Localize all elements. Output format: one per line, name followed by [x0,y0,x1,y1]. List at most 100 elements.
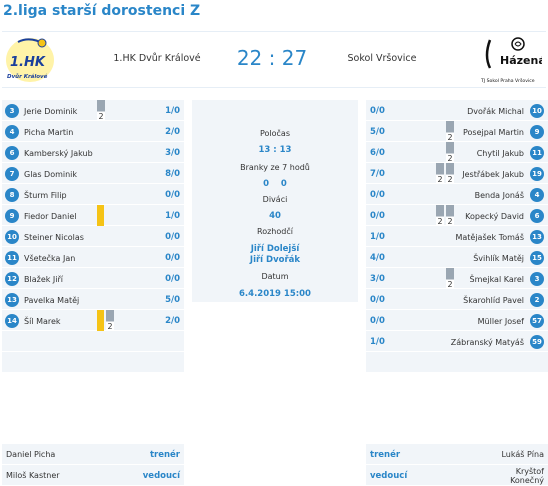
jersey-number-badge: 3 [5,104,19,118]
home-team-name[interactable]: 1.HK Dvůr Králové [113,53,201,64]
penalty-cards: 2 [97,310,114,331]
player-name[interactable]: Kopecký David [465,211,524,221]
jersey-number-badge: 13 [530,230,544,244]
player-name[interactable]: Kamberský Jakub [24,148,93,158]
player-row: 12 Blažek Jiří 0/0 [2,268,184,288]
player-goals: 0/0 [370,295,385,305]
player-goals: 0/0 [165,232,180,242]
player-name[interactable]: Matějašek Tomáš [455,232,524,242]
player-name[interactable]: Pavelka Matěj [24,295,80,305]
away-staff-row: trenér Lukáš Pína [366,444,548,464]
suspension-icon: 2 [446,205,454,226]
suspension-icon: 2 [446,142,454,163]
halftime-label: Poločas [259,129,291,138]
player-row: 8 Šturm Filip 0/0 [2,184,184,204]
jersey-number-badge: 11 [530,146,544,160]
empty-row [366,352,548,372]
home-logo-text: 1.HK [10,55,46,70]
suspension-icon: 2 [446,163,454,184]
jersey-number-badge: 4 [530,188,544,202]
suspension-minutes: 2 [437,175,443,184]
player-row: 2 Škarohlíd Pavel 0/0 [366,289,548,309]
player-name[interactable]: Šmejkal Karel [469,274,524,284]
player-goals: 4/0 [370,253,385,263]
home-staff-row: Miloš Kastner vedoucí [2,465,184,485]
player-row: 13 Pavelka Matěj 5/0 [2,289,184,309]
away-logo-subtext: TJ Sokol Praha Vršovice [480,77,535,84]
jersey-number-badge: 6 [530,209,544,223]
away-logo-text: Házená [500,54,542,67]
player-goals: 0/0 [370,316,385,326]
player-row: 11 Všetečka Jan 0/0 [2,247,184,267]
yellow-card-icon [97,310,104,331]
player-goals: 8/0 [165,169,180,179]
away-team-name[interactable]: Sokol Vršovice [347,53,417,64]
player-name[interactable]: Chytil Jakub [476,148,524,158]
player-name[interactable]: Picha Martin [24,127,74,137]
match-info-panel: Poločas 13 : 13 Branky ze 7 hodů 0 0 Div… [192,100,358,302]
suspension-icon: 2 [446,121,454,142]
player-row: 7 Glas Dominik 8/0 [2,163,184,183]
player-goals: 1/0 [370,232,385,242]
player-row: 13 Matějašek Tomáš 1/0 [366,226,548,246]
player-goals: 0/0 [370,211,385,221]
player-name[interactable]: Blažek Jiří [24,274,64,284]
jersey-number-badge: 13 [5,293,19,307]
away-coach-role: trenér [370,450,401,460]
jersey-number-badge: 10 [5,230,19,244]
player-name[interactable]: Šturm Filip [24,190,67,200]
jersey-number-badge: 19 [530,167,544,181]
player-goals: 2/0 [165,127,180,137]
suspension-icon: 2 [106,310,114,331]
player-goals: 5/0 [370,127,385,137]
player-name[interactable]: Jerie Dominik [24,106,78,116]
suspension-icon: 2 [446,268,454,289]
player-row: 4 Benda Jonáš 0/0 [366,184,548,204]
suspension-minutes: 2 [447,280,453,289]
sevens-home: 0 [263,179,270,189]
player-row: 4 Picha Martin 2/0 [2,121,184,141]
home-roster: 3 Jerie Dominik 1/0 2 4 Picha Martin 2/0 6 Kambe… [2,100,184,373]
jersey-number-badge: 10 [530,104,544,118]
player-row: 11 Chytil Jakub 6/0 2 [366,142,548,163]
player-goals: 5/0 [165,295,180,305]
away-team-logo: Házená TJ Sokol Praha Vršovice [480,37,542,84]
player-name[interactable]: Šíl Marek [24,316,61,326]
referee-1[interactable]: Jiří Dolejší [250,244,300,254]
player-name[interactable]: Dvořák Michal [467,106,524,116]
penalty-cards: 2 [446,121,454,142]
jersey-number-badge: 59 [530,335,544,349]
player-name[interactable]: Jestřábek Jakub [462,169,524,179]
player-row: 10 Steiner Nicolas 0/0 [2,226,184,246]
referee-2[interactable]: Jiří Dvořák [249,255,301,265]
player-name[interactable]: Müller Josef [477,316,524,326]
suspension-minutes: 2 [447,217,453,226]
sevens-label: Branky ze 7 hodů [240,163,310,172]
player-row: 19 Jestřábek Jakub 7/0 2 2 [366,163,548,184]
suspension-minutes: 2 [447,133,453,142]
player-name[interactable]: Steiner Nicolas [24,232,84,242]
player-name[interactable]: Glas Dominik [24,169,78,179]
suspension-icon: 2 [436,205,444,226]
player-name[interactable]: Benda Jonáš [474,190,524,200]
away-manager-name: Kryštof Konečný [510,467,544,485]
jersey-number-badge: 57 [530,314,544,328]
player-name[interactable]: Posejpal Martin [462,127,524,137]
player-row: 9 Fiedor Daniel 1/0 [2,205,184,226]
player-goals: 3/0 [370,274,385,284]
player-goals: 0/0 [370,190,385,200]
player-name[interactable]: Fiedor Daniel [24,211,77,221]
suspension-minutes: 2 [437,217,443,226]
player-name[interactable]: Švihlík Matěj [473,253,524,263]
player-name[interactable]: Všetečka Jan [24,253,76,263]
player-row: 3 Jerie Dominik 1/0 2 [2,100,184,121]
player-row: 6 Kamberský Jakub 3/0 [2,142,184,162]
suspension-icon: 2 [436,163,444,184]
player-goals: 6/0 [370,148,385,158]
away-manager-role: vedoucí [370,471,408,481]
player-name[interactable]: Škarohlíd Pavel [463,295,524,305]
suspension-minutes: 2 [98,112,104,121]
player-name[interactable]: Zábranský Matyáš [450,337,524,347]
